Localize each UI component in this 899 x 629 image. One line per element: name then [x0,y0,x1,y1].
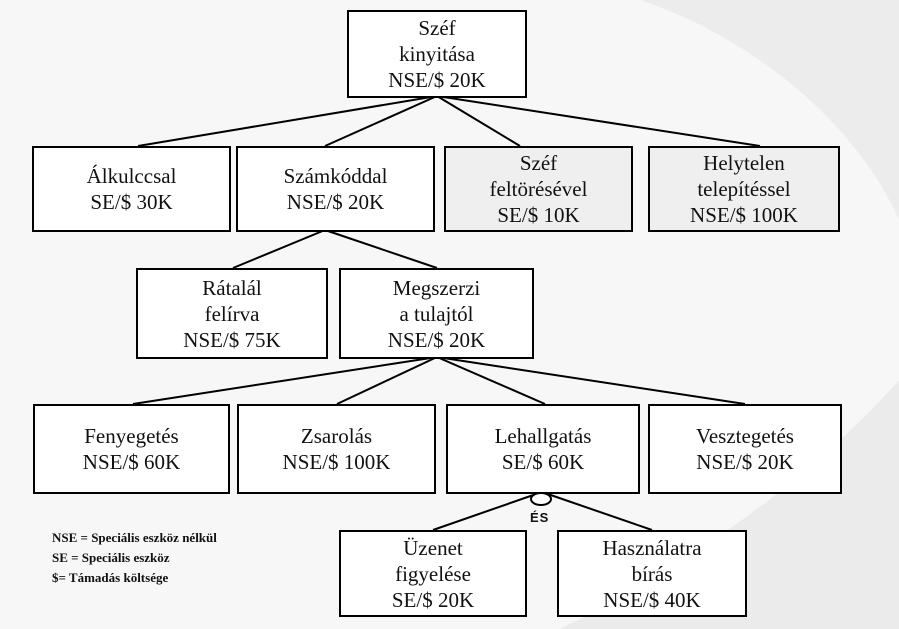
node-megszerzi-a-tulajtol: Megszerzi a tulajtól NSE/$ 20K [339,268,534,359]
legend-se: SE = Speciális eszköz [52,550,170,565]
edge-megszerzi-zsarolas [336,356,438,405]
node-root: Széf kinyitása NSE/$ 20K [347,10,527,98]
edge-lehallgatas-uzenet [432,491,543,531]
node-zsarolas: Zsarolás NSE/$ 100K [237,404,436,494]
node-vesztegetes: Vesztegetés NSE/$ 20K [648,404,842,494]
legend-nse: NSE = Speciális eszköz nélkül [52,530,217,545]
legend-cost: $= Támadás költsége [52,570,169,585]
node-uzenet-figyelese: Üzenet figyelése SE/$ 20K [339,530,527,617]
node-szamkoddal: Számkóddal NSE/$ 20K [236,146,435,232]
and-gate-ellipse [530,492,552,506]
edge-szamkoddal-ratalal [232,229,326,269]
edge-root-helytelen [436,95,761,147]
edge-lehallgatas-hasznalatra [541,491,653,531]
node-hasznalatra-biras: Használatra bírás NSE/$ 40K [557,530,747,617]
edge-root-szef-feltores [436,95,521,147]
edge-megszerzi-lehallgatas [436,356,546,405]
edge-megszerzi-fenyegetes [132,356,438,405]
edge-megszerzi-vesztegetes [436,356,746,405]
edge-root-szamkoddal [324,95,438,147]
node-fenyegetes: Fenyegetés NSE/$ 60K [33,404,230,494]
node-lehallgatas: Lehallgatás SE/$ 60K [446,404,640,494]
legend: NSE = Speciális eszköz nélkül SE = Speci… [52,528,217,588]
edge-szamkoddal-megszerzi [324,229,438,269]
node-szef-feltoresevel: Széf feltörésével SE/$ 10K [444,146,633,232]
node-alkulccsal: Álkulccsal SE/$ 30K [32,146,231,232]
and-gate-label: ÉS [530,510,550,525]
node-helytelen-telepitessel: Helytelen telepítéssel NSE/$ 100K [648,146,840,232]
node-ratalal-felirva: Rátalál felírva NSE/$ 75K [136,268,328,359]
edge-root-alkulccsal [137,95,438,147]
